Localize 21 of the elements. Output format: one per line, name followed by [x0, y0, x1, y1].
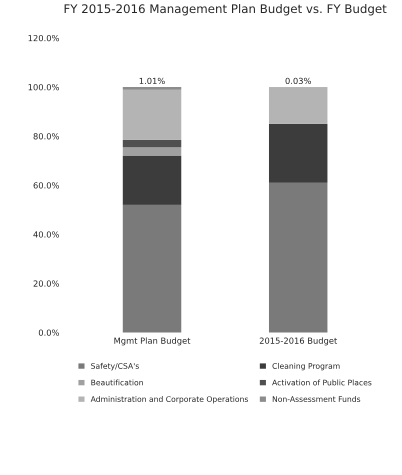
y-tick-label: 100.0% [28, 84, 59, 90]
y-tick-label: 60.0% [34, 182, 59, 189]
bar [268, 182, 328, 332]
y-tick-label: 0.0% [38, 329, 59, 336]
bar [268, 124, 328, 183]
bar [122, 204, 182, 332]
data-label: 0.03% [286, 78, 311, 84]
bar [122, 140, 182, 148]
chart-title: FY 2015-2016 Management Plan Budget vs. FY Budget [64, 4, 386, 16]
bar [122, 87, 182, 90]
bar [268, 87, 328, 124]
y-tick-label: 120.0% [28, 34, 59, 42]
bar [122, 147, 182, 156]
bar [122, 90, 182, 140]
data-label: 1.01% [140, 78, 165, 84]
x-tick-label: 2015-2016 Budget [260, 337, 338, 346]
y-tick-label: 80.0% [34, 133, 59, 140]
y-tick-label: 20.0% [34, 280, 59, 287]
bar [122, 156, 182, 205]
x-tick-label: Mgmt Plan Budget [114, 337, 190, 346]
y-tick-label: 40.0% [33, 231, 59, 238]
